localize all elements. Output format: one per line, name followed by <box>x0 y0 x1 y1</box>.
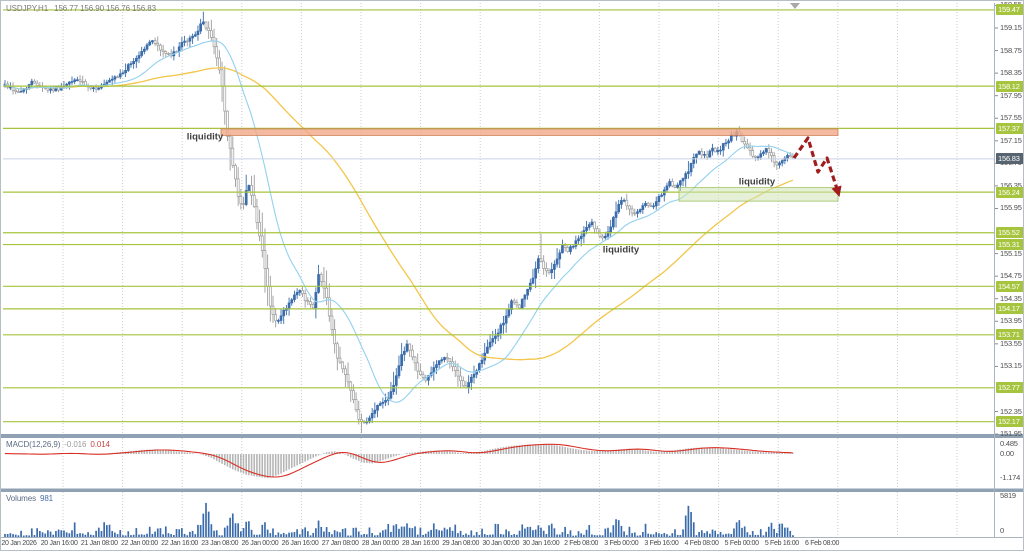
price-level-badge: 159.47 <box>996 4 1023 16</box>
volumes-value: 981 <box>39 494 54 503</box>
price-tick: 151.95 <box>1000 429 1022 439</box>
time-label: 23 Jan 08:00 <box>201 540 239 547</box>
macd-scale-zero: 0.00 <box>1000 449 1014 458</box>
demand-zone[interactable] <box>678 187 839 202</box>
pane-separator-macd[interactable] <box>1 434 1024 438</box>
time-label: 28 Jan 16:00 <box>402 540 439 547</box>
price-tick: 157.15 <box>1000 135 1022 145</box>
time-label: 22 Jan 16:00 <box>161 540 199 547</box>
price-tick: 154.35 <box>1000 293 1022 303</box>
price-level-badge: 152.77 <box>996 382 1023 394</box>
symbol-timeframe: USDJPY,H1 <box>6 4 49 13</box>
pane-separator-volumes[interactable] <box>1 488 1024 493</box>
volume-scale-zero: 0 <box>1000 526 1004 535</box>
macd-signal-line <box>5 443 793 478</box>
price-level-badge: 157.37 <box>996 122 1023 134</box>
time-label: 28 Jan 00:00 <box>361 540 399 547</box>
ma-fast-line[interactable] <box>4 40 794 403</box>
ohlc-values: 156.77 156.90 156.76 156.83 <box>54 4 156 13</box>
liquidity-label-1[interactable]: liquidity <box>186 131 224 143</box>
price-tick-marks <box>995 4 998 435</box>
time-axis[interactable]: 20 Jan 2026 20 Jan 16:00 21 Jan 08:00 22 Ja… <box>1 537 1023 550</box>
price-level-badge: 154.17 <box>996 303 1023 315</box>
price-level-badge: 155.52 <box>996 227 1023 239</box>
price-level-badge: 152.17 <box>996 416 1023 428</box>
price-tick: 159.15 <box>1000 23 1022 32</box>
time-label: 20 Jan 16:00 <box>40 540 78 547</box>
price-tick: 153.55 <box>1000 338 1022 348</box>
time-label: 30 Jan 16:00 <box>522 540 560 547</box>
price-tick: 155.15 <box>1000 248 1022 258</box>
macd-histogram <box>4 444 794 479</box>
price-level-badge: 156.24 <box>996 186 1023 198</box>
time-label: 26 Jan 00:00 <box>241 540 279 547</box>
chart-title-ohlc: USDJPY,H1 156.77 156.90 156.76 156.83 <box>6 4 162 13</box>
price-tick: 152.35 <box>1000 406 1022 416</box>
price-tick: 155.95 <box>1000 203 1022 213</box>
object-anchor-marker[interactable] <box>790 3 800 9</box>
time-label: 4 Feb 08:00 <box>684 540 719 547</box>
price-tick: 157.95 <box>1000 90 1022 100</box>
time-label: 3 Feb 16:00 <box>644 540 679 547</box>
volumes-indicator-label: Volumes 981 <box>6 494 57 503</box>
liquidity-label-3[interactable]: liquidity <box>602 244 640 256</box>
macd-scale-min: -1.174 <box>1000 473 1021 483</box>
price-tick: 158.35 <box>1000 68 1022 78</box>
time-label: 21 Jan 08:00 <box>80 540 118 547</box>
price-level-badge: 155.31 <box>996 239 1023 251</box>
macd-scale-max: 0.485 <box>1000 439 1018 448</box>
liquidity-label-2[interactable]: liquidity <box>738 176 776 188</box>
price-level-badge: 153.71 <box>996 329 1023 341</box>
time-label: 6 Feb 08:00 <box>804 540 840 547</box>
ma-slow-line[interactable] <box>4 67 794 361</box>
bid-price-badge: 156.83 <box>996 153 1023 165</box>
price-tick: 157.55 <box>1000 113 1022 123</box>
forecast-arrowhead <box>831 185 842 197</box>
macd-indicator-label: MACD(12,26,9) -0.016 0.014 <box>6 440 114 449</box>
price-tick: 156.35 <box>1000 180 1022 190</box>
price-tick: 154.75 <box>1000 271 1022 281</box>
macd-name: MACD(12,26,9) <box>6 440 61 449</box>
time-label: 29 Jan 08:00 <box>442 540 480 547</box>
time-label: 5 Feb 00:00 <box>724 540 759 547</box>
volume-bars <box>4 502 794 537</box>
macd-value-main: -0.016 <box>64 440 87 449</box>
time-label: 2 Feb 08:00 <box>564 540 599 547</box>
time-label: 30 Jan 00:00 <box>482 540 520 547</box>
price-tick: 158.75 <box>1000 45 1022 55</box>
volume-scale-max: 5819 <box>1000 491 1016 500</box>
price-level-badge: 154.57 <box>996 280 1023 292</box>
grid-lines <box>62 3 958 537</box>
time-label: 5 Feb 16:00 <box>764 540 799 547</box>
time-label: 20 Jan 2026 <box>1 540 37 547</box>
price-level-lines[interactable] <box>3 9 994 423</box>
supply-zone[interactable] <box>220 128 839 136</box>
price-axis[interactable]: 159.55159.15158.75158.35157.95157.55157.… <box>994 1 1023 550</box>
price-tick: 153.95 <box>1000 316 1022 326</box>
price-level-badge: 158.12 <box>996 80 1023 92</box>
time-label: 27 Jan 08:00 <box>321 540 359 547</box>
forecast-arrow[interactable] <box>792 136 840 193</box>
volumes-name: Volumes <box>6 494 36 503</box>
macd-value-signal: 0.014 <box>90 440 110 449</box>
time-label: 22 Jan 00:00 <box>120 540 158 547</box>
price-tick: 153.15 <box>1000 361 1022 371</box>
time-label: 3 Feb 00:00 <box>604 540 639 547</box>
time-label: 26 Jan 16:00 <box>281 540 319 547</box>
